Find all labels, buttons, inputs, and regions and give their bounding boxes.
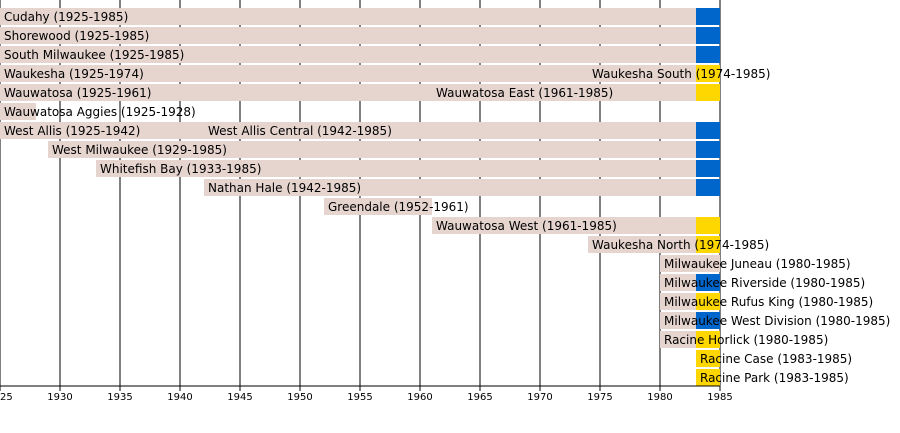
bar-highlight xyxy=(696,293,720,310)
bar xyxy=(0,8,720,25)
bar-highlight xyxy=(696,65,720,82)
bar xyxy=(0,27,720,44)
bar-label: West Allis Central (1942-1985) xyxy=(208,124,392,138)
x-tick-label: 1985 xyxy=(707,392,732,403)
bar-highlight xyxy=(696,46,720,63)
bar xyxy=(432,84,720,101)
x-tick-label: 1955 xyxy=(347,392,372,403)
x-tick-label: 1975 xyxy=(587,392,612,403)
bar xyxy=(0,103,36,120)
bar-label: West Milwaukee (1929-1985) xyxy=(52,143,227,157)
x-tick-label: 1960 xyxy=(407,392,432,403)
bar-label: Waukesha (1925-1974) xyxy=(4,67,144,81)
bar-highlight xyxy=(696,274,720,291)
bar-highlight xyxy=(696,122,720,139)
bar-highlight xyxy=(696,331,720,348)
x-tick-label: 1930 xyxy=(47,392,72,403)
bar-highlight xyxy=(696,217,720,234)
bar-highlight xyxy=(696,160,720,177)
bar-label: Waukesha North (1974-1985) xyxy=(592,238,769,252)
bar xyxy=(660,255,720,272)
bar xyxy=(588,65,720,82)
bar-label: Whitefish Bay (1933-1985) xyxy=(100,162,261,176)
bar-label: Waukesha South (1974-1985) xyxy=(592,67,770,81)
bar-highlight xyxy=(696,369,720,386)
bar-highlight xyxy=(696,312,720,329)
x-tick-label: 1965 xyxy=(467,392,492,403)
bar-label: Greendale (1952-1961) xyxy=(328,200,469,214)
bar xyxy=(588,236,720,253)
bar-label: Shorewood (1925-1985) xyxy=(4,29,149,43)
bar-label: Nathan Hale (1942-1985) xyxy=(208,181,361,195)
bar-label: Wauwatosa East (1961-1985) xyxy=(436,86,613,100)
bars xyxy=(0,8,720,386)
bar xyxy=(0,84,432,101)
x-tick-label: 1970 xyxy=(527,392,552,403)
x-tick-label: 1950 xyxy=(287,392,312,403)
bar-label: Wauwatosa West (1961-1985) xyxy=(436,219,617,233)
bar-label: Wauwatosa Aggies (1925-1928) xyxy=(4,105,196,119)
bar-highlight xyxy=(696,27,720,44)
bar-label: Milwaukee Riverside (1980-1985) xyxy=(664,276,865,290)
x-axis: 1925 1930 1935 1940 1945 1950 1955 1960 1965 1970… xyxy=(0,385,733,403)
bar xyxy=(0,65,588,82)
bar-label: Racine Horlick (1980-1985) xyxy=(664,333,828,347)
bar xyxy=(324,198,432,215)
labels: Cudahy (1925-1985) Shorewood (1925-1985) S… xyxy=(4,10,890,385)
bar-label: Wauwatosa (1925-1961) xyxy=(4,86,151,100)
bar-label: South Milwaukee (1925-1985) xyxy=(4,48,184,62)
bar-highlight xyxy=(696,141,720,158)
bar-highlight xyxy=(696,179,720,196)
bar-highlight xyxy=(696,84,720,101)
bar xyxy=(204,179,720,196)
bar xyxy=(48,141,720,158)
bar-label: Milwaukee Rufus King (1980-1985) xyxy=(664,295,873,309)
bar-highlight xyxy=(696,236,720,253)
bar-highlight xyxy=(696,350,720,367)
x-tick-label: 1945 xyxy=(227,392,252,403)
bar-label: West Allis (1925-1942) xyxy=(4,124,140,138)
bar-label: Cudahy (1925-1985) xyxy=(4,10,128,24)
x-tick-label: 1980 xyxy=(647,392,672,403)
bar-label: Racine Case (1983-1985) xyxy=(700,352,852,366)
bar xyxy=(204,122,720,139)
x-tick-label: 1935 xyxy=(107,392,132,403)
bar xyxy=(96,160,720,177)
bar xyxy=(432,217,720,234)
x-tick-label: 1940 xyxy=(167,392,192,403)
bar-label: Racine Park (1983-1985) xyxy=(700,371,849,385)
bar xyxy=(0,46,720,63)
bar-label: Milwaukee Juneau (1980-1985) xyxy=(664,257,851,271)
bar-label: Milwaukee West Division (1980-1985) xyxy=(664,314,890,328)
bar-highlight xyxy=(696,8,720,25)
bar xyxy=(0,122,204,139)
x-tick-label: 1925 xyxy=(0,392,13,403)
